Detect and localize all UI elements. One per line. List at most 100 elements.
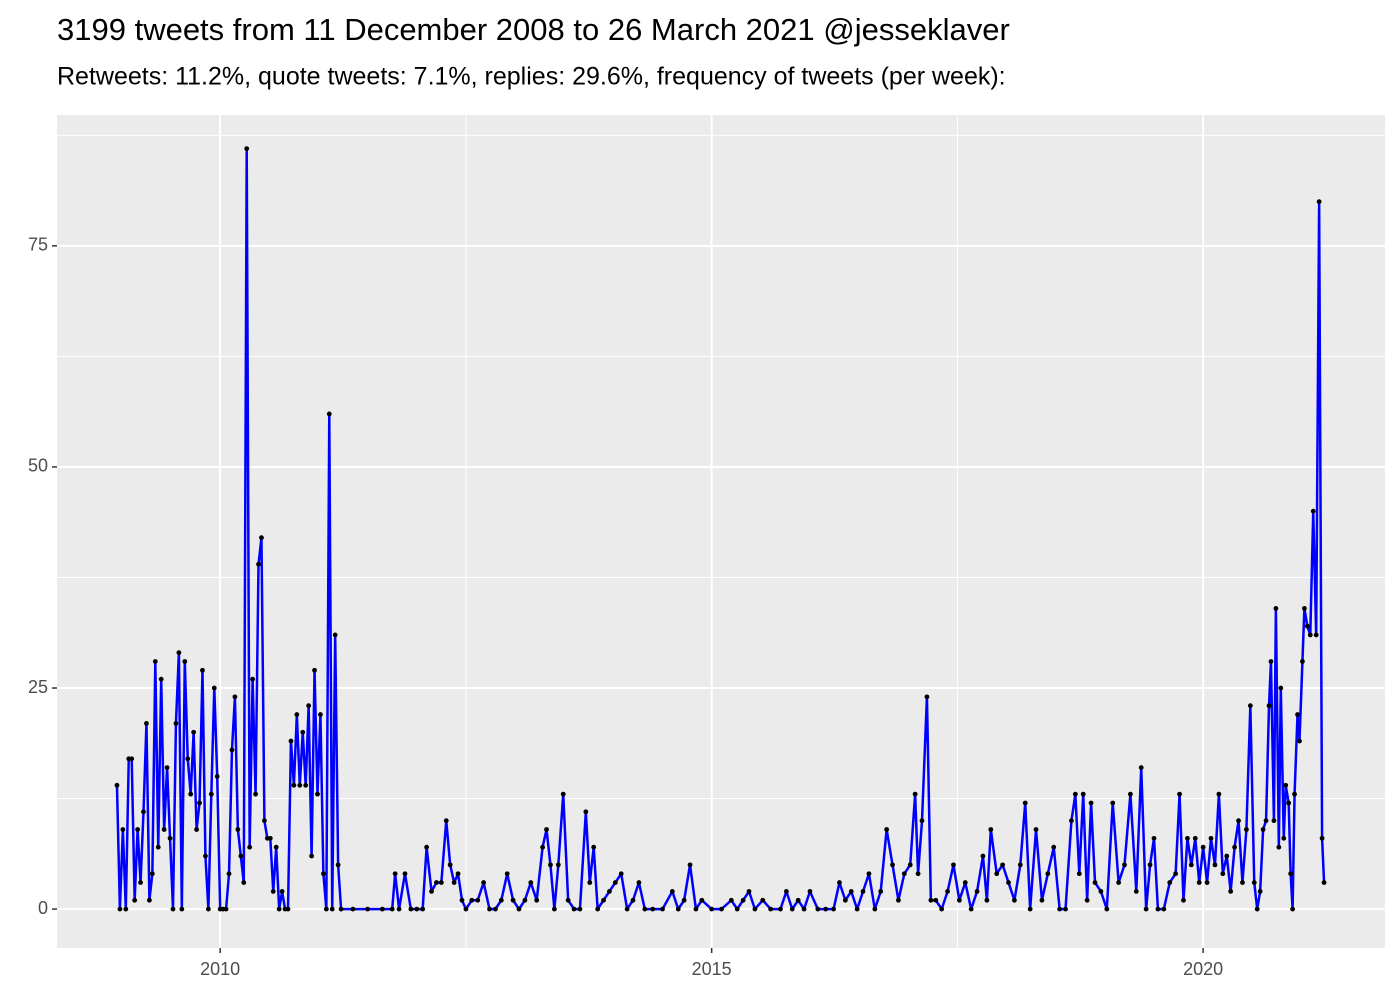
data-point [510, 897, 516, 903]
data-point [232, 694, 238, 700]
data-point [831, 906, 836, 912]
data-point [669, 889, 675, 894]
x-tick-label: 2010 [200, 959, 240, 979]
data-point [1281, 835, 1287, 841]
data-point [1017, 862, 1023, 868]
y-tick-label: 0 [38, 898, 48, 918]
data-point [1006, 880, 1011, 885]
data-point [962, 880, 968, 885]
data-point [783, 889, 789, 894]
data-point [270, 889, 276, 894]
data-point [155, 844, 161, 850]
data-point [132, 897, 138, 903]
data-point [1188, 862, 1194, 868]
data-point [760, 897, 766, 903]
data-point [1283, 782, 1289, 788]
data-point [854, 906, 860, 912]
data-point [1268, 659, 1274, 664]
x-tick-label: 2015 [692, 959, 732, 979]
data-point [158, 676, 164, 682]
data-point [1292, 791, 1297, 797]
data-point [1000, 862, 1006, 868]
data-point [1161, 906, 1167, 912]
data-point [1027, 906, 1033, 912]
data-point [681, 897, 687, 903]
data-point [807, 889, 813, 894]
data-point [984, 897, 990, 903]
data-point [350, 906, 356, 912]
data-point [968, 906, 974, 912]
data-point [300, 729, 306, 735]
data-point [624, 906, 630, 912]
data-point [896, 897, 901, 903]
x-tick-label: 2020 [1183, 959, 1223, 979]
data-point [424, 844, 429, 850]
data-point [1232, 844, 1238, 850]
data-point [740, 897, 746, 903]
data-point [203, 853, 208, 859]
data-point [848, 889, 854, 894]
data-point [1151, 835, 1157, 841]
data-point [1304, 623, 1310, 629]
data-point [1122, 862, 1127, 868]
data-point [176, 650, 182, 656]
data-point [297, 782, 303, 788]
data-point [447, 862, 453, 868]
data-point [250, 676, 256, 682]
data-point [866, 871, 872, 877]
data-point [612, 880, 618, 885]
data-point [459, 897, 465, 903]
data-point [728, 897, 734, 903]
data-point [200, 667, 205, 673]
data-point [226, 871, 232, 877]
data-point [571, 906, 577, 912]
data-point [801, 906, 807, 912]
data-point [630, 897, 636, 903]
data-point [928, 897, 934, 903]
chart-title: 3199 tweets from 11 December 2008 to 26 … [57, 12, 1010, 47]
data-point [276, 906, 282, 912]
data-point [1266, 703, 1272, 709]
data-point [1251, 880, 1257, 885]
y-tick-label: 75 [28, 235, 48, 255]
data-point [256, 561, 261, 567]
data-point [1263, 818, 1269, 824]
data-point [259, 535, 264, 541]
data-point [185, 756, 191, 762]
data-point [267, 835, 273, 841]
data-point [338, 906, 344, 912]
data-point [481, 880, 487, 885]
data-point [455, 871, 461, 877]
data-point [823, 906, 829, 912]
data-point [607, 889, 612, 894]
data-point [1321, 880, 1327, 885]
data-point [235, 827, 241, 832]
data-point [919, 818, 925, 824]
data-point [197, 800, 202, 806]
data-point [1147, 862, 1153, 868]
data-point [238, 853, 244, 859]
data-point [1254, 906, 1260, 912]
data-point [1155, 906, 1161, 912]
data-point [1138, 765, 1144, 771]
data-point [244, 146, 250, 152]
data-point [734, 906, 740, 912]
data-point [1110, 800, 1116, 806]
data-point [1063, 906, 1068, 912]
data-point [253, 791, 258, 797]
data-point [860, 889, 866, 894]
data-point [988, 827, 994, 832]
data-point [408, 906, 414, 912]
data-point [544, 827, 549, 832]
data-point [587, 880, 593, 885]
data-point [540, 844, 545, 850]
data-point [1310, 508, 1316, 514]
data-point [1313, 632, 1319, 638]
data-point [273, 844, 279, 850]
data-point [318, 712, 323, 717]
data-point [182, 659, 188, 664]
data-point [291, 782, 297, 788]
data-point [884, 827, 890, 832]
data-point [146, 897, 152, 903]
data-point [956, 897, 962, 903]
